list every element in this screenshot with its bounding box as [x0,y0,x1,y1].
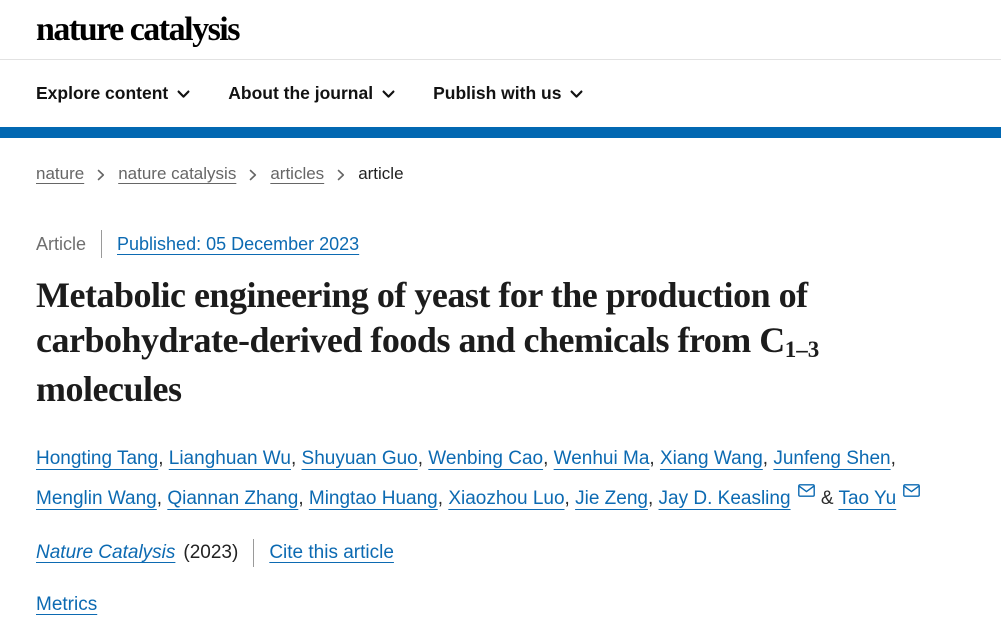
article-page: nature nature catalysis articles article… [0,164,1001,616]
nav-about-the-journal[interactable]: About the journal [228,83,395,104]
author-link[interactable]: Wenbing Cao [428,448,544,469]
chevron-right-icon [337,169,345,181]
main-nav: Explore content About the journal Publis… [0,60,1001,127]
email-envelope-icon[interactable] [797,484,815,509]
author-link[interactable]: Menglin Wang [36,488,157,509]
author-link[interactable]: Jie Zeng [575,488,648,509]
author-link[interactable]: Jay D. Keasling [658,488,791,509]
author-link[interactable]: Lianghuan Wu [168,448,291,469]
nav-item-label: Explore content [36,83,169,103]
metrics-row: Metrics [36,594,965,616]
author-link[interactable]: Qiannan Zhang [167,488,299,509]
journal-citation-link[interactable]: Nature Catalysis [36,542,176,563]
breadcrumb-link-nature[interactable]: nature [36,164,85,183]
nav-item-label: Publish with us [433,83,562,103]
chevron-right-icon [97,169,105,181]
published-date-link[interactable]: Published: 05 December 2023 [117,233,360,254]
chevron-down-icon [382,90,395,99]
author-link[interactable]: Mingtao Huang [308,488,438,509]
chevron-down-icon [570,90,583,99]
title-line-1: Metabolic engineering of yeast for the p… [36,275,808,315]
breadcrumb-current: article [358,164,404,183]
author-link[interactable]: Tao Yu [838,488,897,509]
chevron-down-icon [177,90,190,99]
nav-publish-with-us[interactable]: Publish with us [433,83,583,104]
author-link[interactable]: Shuyuan Guo [301,448,418,469]
site-header: nature catalysis [0,0,1001,60]
nav-item-label: About the journal [228,83,374,103]
metrics-link[interactable]: Metrics [36,594,98,615]
author-link[interactable]: Xiang Wang [659,448,763,469]
article-title: Metabolic engineering of yeast for the p… [36,273,965,412]
title-subscript: 1–3 [784,337,820,362]
author-ampersand: & [815,488,839,509]
title-line-2: carbohydrate-derived foods and chemicals… [36,320,820,362]
cite-this-article-link[interactable]: Cite this article [269,542,394,563]
breadcrumb: nature nature catalysis articles article [36,164,965,184]
citation-row: Nature Catalysis (2023) Cite this articl… [36,539,965,567]
title-line-3: molecules [36,369,182,409]
article-type-label: Article [36,233,87,254]
vertical-divider [101,230,103,258]
author-list: Hongting Tang, Lianghuan Wu, Shuyuan Guo… [36,439,965,519]
author-link[interactable]: Junfeng Shen [773,448,891,469]
breadcrumb-link-nature-catalysis[interactable]: nature catalysis [118,164,237,183]
vertical-divider [253,539,255,567]
email-envelope-icon[interactable] [903,484,921,509]
breadcrumb-link-articles[interactable]: articles [270,164,325,183]
author-link[interactable]: Hongting Tang [36,448,159,469]
chevron-right-icon [249,169,257,181]
author-link[interactable]: Wenhui Ma [553,448,650,469]
citation-year: (2023) [183,542,239,563]
journal-logo[interactable]: nature catalysis [36,10,240,48]
article-meta-row: Article Published: 05 December 2023 [36,230,965,258]
nav-explore-content[interactable]: Explore content [36,83,190,104]
author-link[interactable]: Xiaozhou Luo [448,488,565,509]
journal-accent-bar [0,127,1001,138]
